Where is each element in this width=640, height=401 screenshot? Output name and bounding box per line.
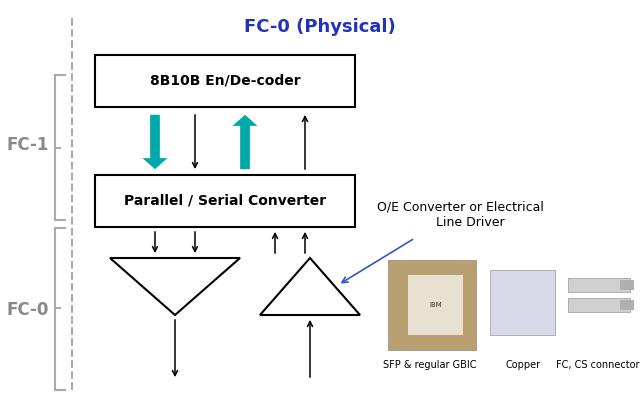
Text: O/E Converter or Electrical
     Line Driver: O/E Converter or Electrical Line Driver [376, 201, 543, 229]
Text: Parallel / Serial Converter: Parallel / Serial Converter [124, 194, 326, 208]
Text: FC-0: FC-0 [7, 301, 49, 319]
Bar [388, 260, 476, 350]
Bar [95, 55, 355, 107]
Text: SFP & regular GBIC: SFP & regular GBIC [383, 360, 477, 370]
Bar [620, 280, 634, 290]
Bar [95, 175, 355, 227]
Text: IBM: IBM [429, 302, 442, 308]
Text: FC-0 (Physical): FC-0 (Physical) [244, 18, 396, 36]
Text: Copper: Copper [506, 360, 541, 370]
Text: 8B10B En/De-coder: 8B10B En/De-coder [150, 74, 300, 88]
Bar [568, 298, 630, 312]
Bar [620, 300, 634, 310]
Text: FC-1: FC-1 [7, 136, 49, 154]
Bar [490, 270, 555, 335]
Bar [408, 275, 463, 335]
Text: FC, CS connectors: FC, CS connectors [556, 360, 640, 370]
Bar [568, 278, 630, 292]
